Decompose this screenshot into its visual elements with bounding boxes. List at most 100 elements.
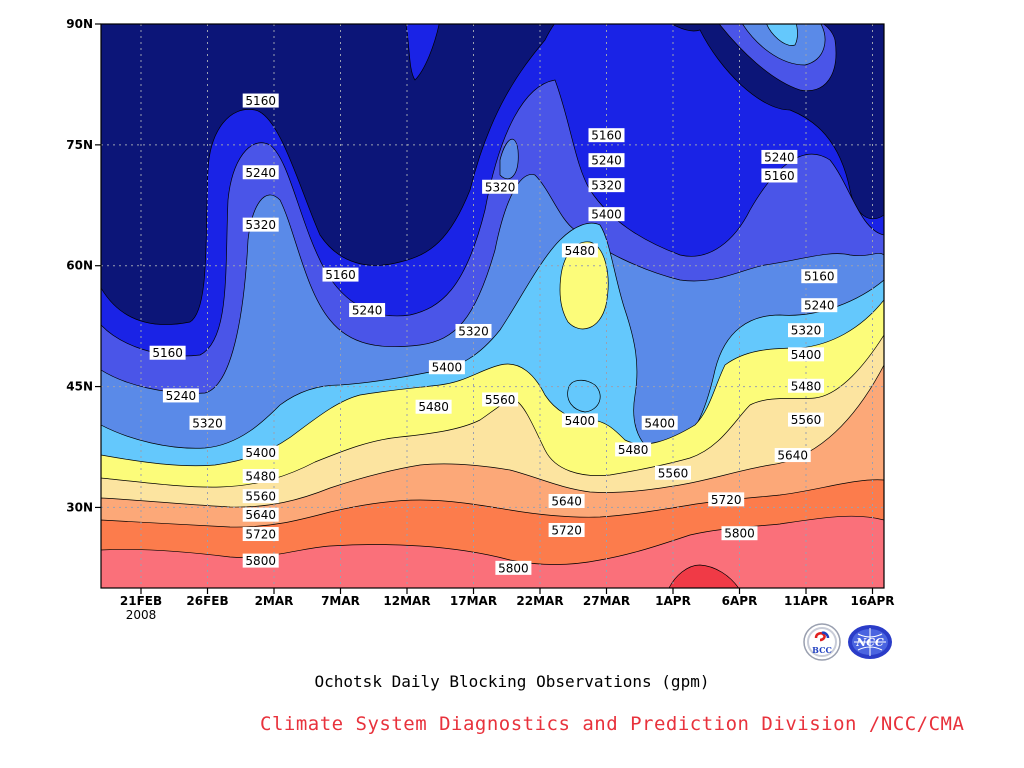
contour-label-text: 5640 bbox=[245, 508, 276, 522]
bcc-logo-text: BCC bbox=[812, 645, 832, 655]
contour-label: 5400 bbox=[588, 207, 625, 222]
contour-label: 5400 bbox=[242, 445, 279, 460]
contour-label-text: 5400 bbox=[432, 361, 463, 375]
contour-label-text: 5240 bbox=[591, 154, 622, 168]
contour-label: 5480 bbox=[788, 378, 824, 393]
contour-label: 5720 bbox=[242, 527, 279, 542]
contour-label: 5320 bbox=[242, 217, 279, 232]
contour-label-text: 5160 bbox=[325, 268, 356, 282]
contour-label-text: 5400 bbox=[245, 446, 276, 460]
x-tick-label: 12MAR bbox=[383, 594, 430, 608]
contour-label-text: 5800 bbox=[498, 561, 529, 575]
contour-label-text: 5240 bbox=[245, 166, 276, 180]
contour-label: 5560 bbox=[655, 465, 691, 480]
contour-label-text: 5560 bbox=[485, 393, 516, 407]
contour-label-text: 5640 bbox=[551, 494, 582, 508]
contour-label: 5320 bbox=[588, 178, 625, 193]
contour-label-text: 5560 bbox=[658, 466, 689, 480]
contour-label-text: 5800 bbox=[245, 554, 276, 568]
contour-label-text: 5320 bbox=[458, 324, 489, 338]
contour-label: 5320 bbox=[455, 323, 492, 338]
contour-label-text: 5480 bbox=[565, 244, 596, 258]
contour-label: 5240 bbox=[242, 165, 279, 180]
contour-label-text: 5240 bbox=[764, 150, 795, 164]
contour-label-text: 5720 bbox=[551, 523, 582, 537]
contour-label-text: 5640 bbox=[777, 449, 808, 463]
contour-label: 5320 bbox=[482, 179, 519, 194]
contour-label-text: 5160 bbox=[245, 94, 276, 108]
contour-label-text: 5720 bbox=[711, 493, 742, 507]
x-tick-label: 6APR bbox=[722, 594, 758, 608]
contour-label-text: 5320 bbox=[591, 179, 622, 193]
contour-label: 5400 bbox=[561, 413, 598, 428]
contour-label-text: 5560 bbox=[245, 490, 276, 504]
ncc-logo-text: NCC bbox=[855, 636, 884, 649]
y-tick-label: 75N bbox=[66, 138, 93, 152]
contour-label-text: 5560 bbox=[791, 413, 822, 427]
y-tick-label: 30N bbox=[66, 500, 93, 514]
contour-label: 5800 bbox=[242, 553, 279, 568]
contour-label-text: 5240 bbox=[166, 389, 197, 403]
contour-label-text: 5160 bbox=[152, 346, 183, 360]
contour-label: 5560 bbox=[788, 412, 824, 427]
x-tick-label: 22MAR bbox=[516, 594, 563, 608]
contour-label: 5320 bbox=[189, 415, 226, 430]
contour-label: 5240 bbox=[588, 153, 625, 168]
x-tick-label: 1APR bbox=[655, 594, 691, 608]
x-tick-label: 11APR bbox=[784, 594, 828, 608]
contour-label-text: 5240 bbox=[352, 304, 383, 318]
y-tick-label: 45N bbox=[66, 380, 93, 394]
contour-label: 5720 bbox=[548, 522, 585, 537]
bcc-logo: BCC bbox=[802, 622, 842, 662]
contour-label: 5560 bbox=[482, 392, 519, 407]
x-tick-label: 2MAR bbox=[255, 594, 294, 608]
contour-label: 5240 bbox=[761, 149, 798, 164]
contour-fills bbox=[101, 24, 884, 588]
x-tick-label: 21FEB bbox=[120, 594, 162, 608]
y-axis: 30N 45N 60N 75N 90N bbox=[66, 17, 101, 514]
x-axis: 21FEB 26FEB 2MAR 7MAR 12MAR 17MAR 22MAR 27MAR 1A… bbox=[120, 588, 895, 622]
contour-label: 5400 bbox=[641, 415, 678, 430]
contour-label-text: 5240 bbox=[804, 299, 835, 313]
contour-label: 5160 bbox=[588, 128, 625, 143]
contour-label-text: 5800 bbox=[724, 527, 755, 541]
contour-label-text: 5320 bbox=[485, 180, 516, 194]
contour-label: 5480 bbox=[242, 469, 279, 484]
contour-label: 5720 bbox=[708, 492, 745, 507]
contour-label-text: 5400 bbox=[791, 348, 822, 362]
contour-label: 5160 bbox=[149, 345, 186, 360]
contour-label: 5160 bbox=[801, 269, 838, 284]
y-tick-label: 60N bbox=[66, 259, 93, 273]
x-tick-label: 27MAR bbox=[583, 594, 630, 608]
contour-label: 5800 bbox=[495, 560, 532, 575]
contour-label: 5560 bbox=[242, 489, 279, 504]
grid-lines bbox=[101, 24, 884, 588]
contour-label: 5480 bbox=[415, 399, 452, 414]
x-tick-label: 26FEB bbox=[186, 594, 228, 608]
contour-label: 5800 bbox=[721, 526, 758, 541]
contour-label: 5480 bbox=[615, 442, 652, 457]
x-tick-label: 16APR bbox=[850, 594, 894, 608]
contour-labels: 5160 5240 5320 5160 5240 5320 5400 5480 5560 5320… bbox=[149, 93, 838, 575]
contour-label-text: 5320 bbox=[791, 324, 822, 338]
chart-caption: Ochotsk Daily Blocking Observations (gpm… bbox=[314, 672, 710, 691]
credit-line: Climate System Diagnostics and Predictio… bbox=[260, 713, 965, 735]
contour-label-text: 5320 bbox=[245, 218, 276, 232]
contour-label: 5160 bbox=[761, 168, 798, 183]
contour-label: 5160 bbox=[242, 93, 279, 108]
contour-label: 5160 bbox=[322, 267, 359, 282]
contour-label-text: 5480 bbox=[245, 470, 276, 484]
contour-label-text: 5400 bbox=[565, 414, 596, 428]
contour-label-text: 5160 bbox=[804, 270, 835, 284]
contour-label-text: 5400 bbox=[644, 416, 675, 430]
contour-label: 5320 bbox=[788, 323, 824, 338]
contour-label: 5400 bbox=[788, 347, 824, 362]
contour-label-text: 5480 bbox=[618, 443, 649, 457]
x-tick-label: 17MAR bbox=[450, 594, 497, 608]
plot-frame bbox=[100, 23, 885, 589]
contour-label-text: 5480 bbox=[418, 400, 449, 414]
contour-label: 5640 bbox=[774, 448, 811, 463]
contour-label: 5480 bbox=[561, 243, 598, 258]
y-tick-label: 90N bbox=[66, 17, 93, 31]
contour-label: 5640 bbox=[548, 493, 585, 508]
